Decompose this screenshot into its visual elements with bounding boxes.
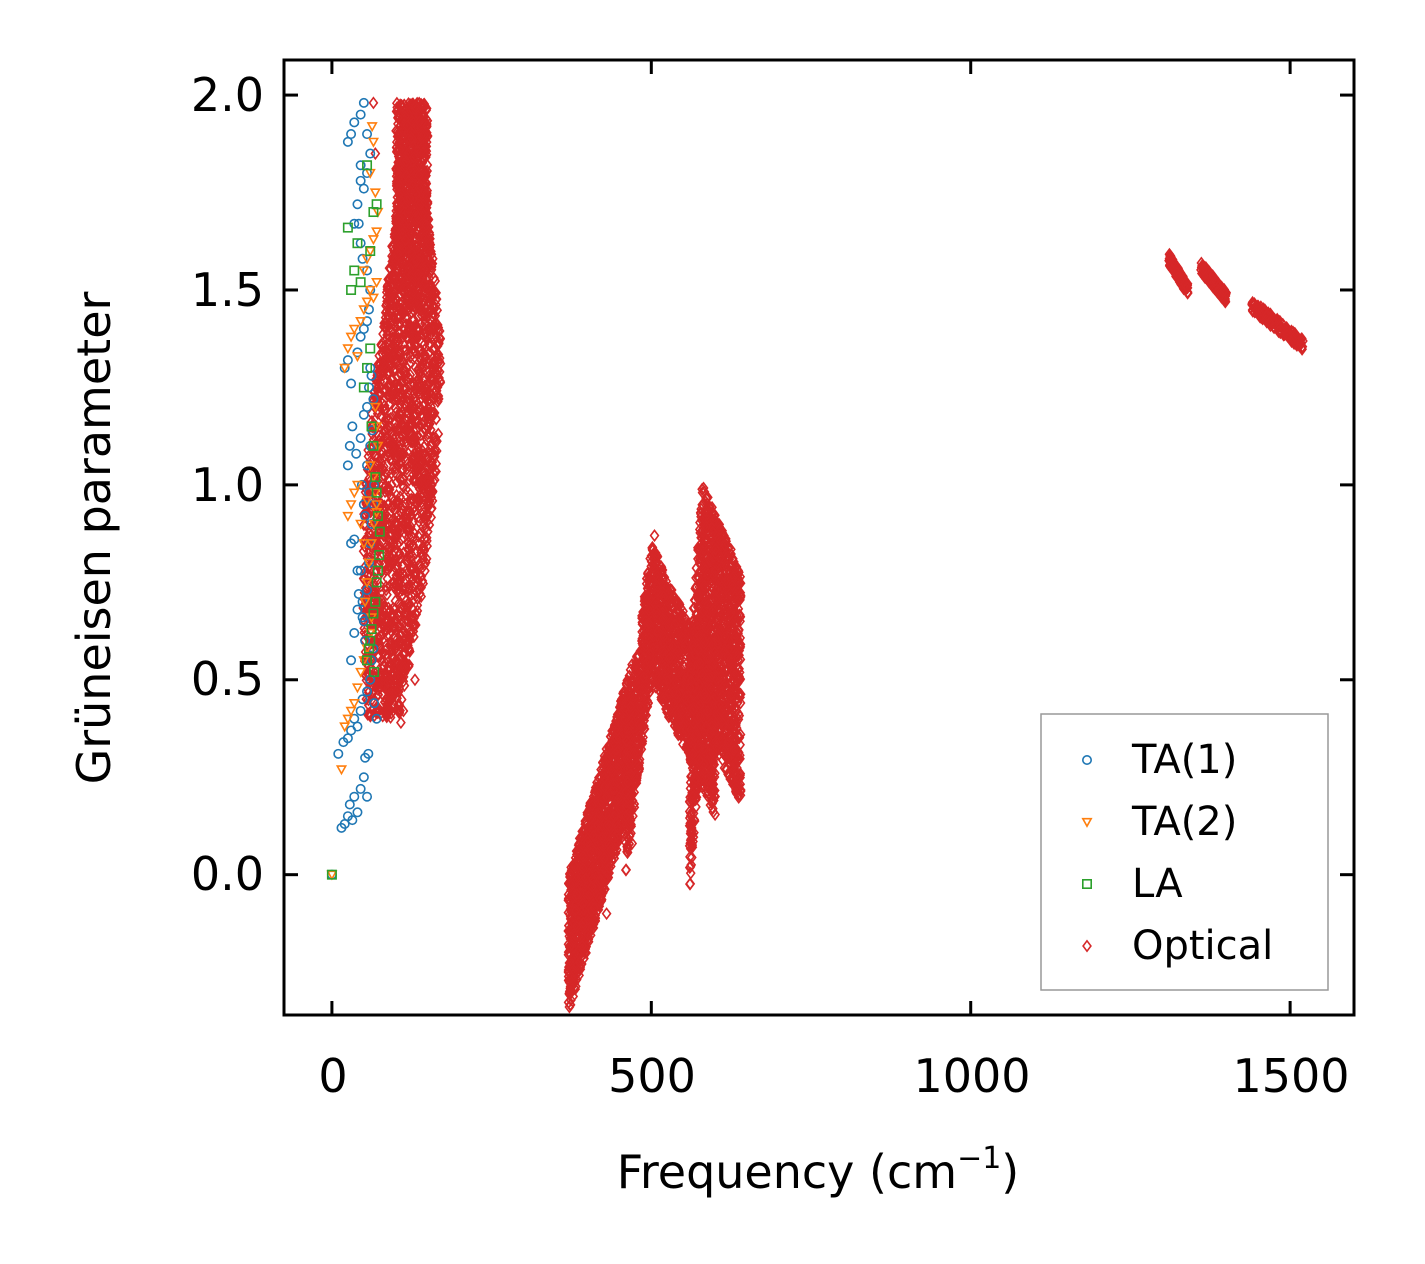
gruneisen-scatter-chart: 0 500 1000 1500 0.0 0.5 1.0 1.5 2.0 Freq… [0,0,1425,1264]
chart-background [0,0,1425,1264]
